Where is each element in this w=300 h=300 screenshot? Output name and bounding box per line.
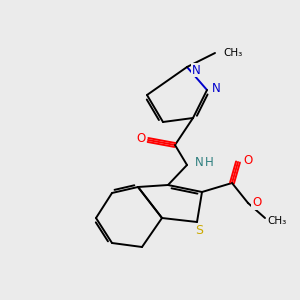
Text: S: S — [195, 224, 203, 236]
Text: O: O — [243, 154, 252, 166]
Text: N: N — [212, 82, 221, 95]
Text: CH₃: CH₃ — [267, 216, 286, 226]
Text: N: N — [195, 157, 204, 169]
Text: H: H — [205, 157, 214, 169]
Text: N: N — [192, 64, 201, 76]
Text: O: O — [136, 131, 146, 145]
Text: O: O — [252, 196, 261, 209]
Text: CH₃: CH₃ — [223, 48, 242, 58]
